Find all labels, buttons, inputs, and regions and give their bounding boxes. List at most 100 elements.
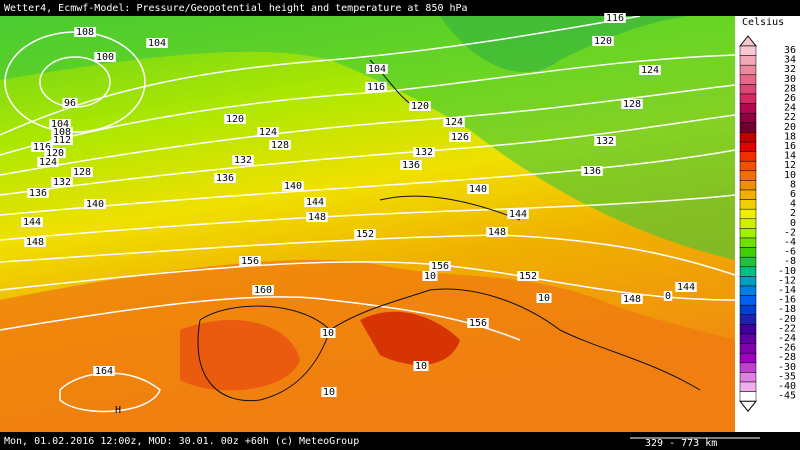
- legend-label: -18: [778, 304, 796, 315]
- contour-label: 124: [641, 65, 659, 76]
- legend-swatch: [739, 160, 757, 172]
- cold-zone: [0, 16, 735, 260]
- contour-label-bg: [621, 99, 643, 109]
- legend-swatch: [739, 314, 757, 325]
- contour-label-bg: [224, 114, 246, 124]
- contour-label-bg: [320, 328, 336, 338]
- contour-label-bg: [517, 271, 539, 281]
- legend-swatch: [739, 237, 757, 248]
- contour-label: 132: [415, 147, 433, 158]
- legend-swatch: [739, 132, 757, 143]
- footer-info: Mon, 01.02.2016 12:00z, MOD: 30.01. 00z …: [4, 436, 359, 447]
- legend-swatch: [739, 266, 757, 277]
- contour-label: 156: [469, 318, 487, 329]
- legend-swatch: [739, 218, 757, 229]
- legend-swatch: [739, 55, 757, 66]
- legend-swatch: [739, 199, 757, 210]
- hot-spot: [360, 311, 460, 365]
- contour-label-bg: [400, 160, 422, 170]
- contour-label-bg: [51, 135, 73, 145]
- contour-label: 152: [519, 271, 537, 282]
- cold-zone: [440, 16, 690, 73]
- contour-label: 116: [606, 13, 624, 24]
- contour-label-bg: [146, 38, 168, 48]
- legend-swatch: [739, 122, 757, 133]
- title: Wetter4, Ecmwf-Model: Pressure/Geopotent…: [4, 3, 468, 14]
- contour-label-bg: [252, 285, 274, 295]
- legend-label: -8: [784, 256, 796, 267]
- contour-label-bg: [443, 117, 465, 127]
- legend-swatch: [739, 352, 757, 364]
- contour-label: 104: [51, 119, 69, 130]
- contour-label-bg: [536, 293, 552, 303]
- contour-label-bg: [413, 361, 429, 371]
- contour-label: 120: [46, 148, 64, 159]
- legend-label: 8: [790, 179, 796, 190]
- legend-label: -2: [784, 227, 796, 238]
- legend-label: -16: [778, 295, 796, 306]
- contour-label-bg: [31, 142, 53, 152]
- contour-label-bg: [449, 132, 471, 142]
- contour-label-bg: [581, 166, 603, 176]
- legend-arrow-down: [738, 400, 758, 413]
- contour-label: H: [115, 405, 121, 416]
- legend-swatch: [739, 180, 757, 191]
- contour-label: 126: [451, 132, 469, 143]
- contour-label: 132: [234, 155, 252, 166]
- legend-label: -40: [778, 381, 796, 392]
- legend-title: Celsius: [742, 17, 784, 28]
- contour-label: 10: [538, 293, 550, 304]
- contour-label: 156: [241, 256, 259, 267]
- legend-label: -30: [778, 362, 796, 373]
- contour-label: 164: [95, 366, 113, 377]
- contour-label: 128: [623, 99, 641, 110]
- legend-label: 28: [784, 83, 796, 94]
- contour-label-bg: [94, 52, 116, 62]
- contour-label-bg: [663, 291, 673, 301]
- legend-label: 14: [784, 151, 796, 162]
- legend-swatch: [739, 304, 757, 316]
- contour-label-bg: [639, 65, 661, 75]
- contour-label: 140: [284, 181, 302, 192]
- contour-label-bg: [413, 147, 435, 157]
- legend-label: 2: [790, 208, 796, 219]
- legend-swatch: [739, 74, 757, 85]
- contour-label: 116: [367, 82, 385, 93]
- legend-swatch: [739, 208, 757, 220]
- legend-label: -4: [784, 237, 796, 248]
- contour-label-bg: [51, 127, 73, 137]
- legend-label: 4: [790, 199, 796, 210]
- contour-label: 140: [469, 184, 487, 195]
- legend-label: -22: [778, 323, 796, 334]
- contour-label: 144: [306, 197, 324, 208]
- legend-label: 22: [784, 112, 796, 123]
- legend-label: -26: [778, 343, 796, 354]
- legend-swatch: [739, 256, 757, 268]
- contour-label: 10: [323, 387, 335, 398]
- legend-swatch: [739, 381, 757, 392]
- contour-label-bg: [365, 82, 387, 92]
- contour-label: 0: [665, 291, 671, 302]
- legend-swatch: [739, 228, 757, 239]
- contour-label: 148: [623, 294, 641, 305]
- legend-swatch: [739, 324, 757, 335]
- legend-label: -45: [778, 391, 796, 402]
- contour-label: 116: [33, 142, 51, 153]
- contour-label: 148: [308, 212, 326, 223]
- contour-label-bg: [507, 209, 529, 219]
- legend-label: 32: [784, 64, 796, 75]
- legend-swatch: [739, 333, 757, 344]
- contour-label-bg: [604, 13, 626, 23]
- legend-swatch: [739, 45, 757, 56]
- footer-bar: [0, 432, 800, 450]
- contour-label: 108: [76, 27, 94, 38]
- legend-swatch: [739, 141, 757, 152]
- legend-label: 6: [790, 189, 796, 200]
- legend-label: -12: [778, 275, 796, 286]
- contour-label-bg: [62, 98, 78, 108]
- contour-label: 120: [594, 36, 612, 47]
- contour-label-bg: [304, 197, 326, 207]
- contour-label-bg: [27, 188, 49, 198]
